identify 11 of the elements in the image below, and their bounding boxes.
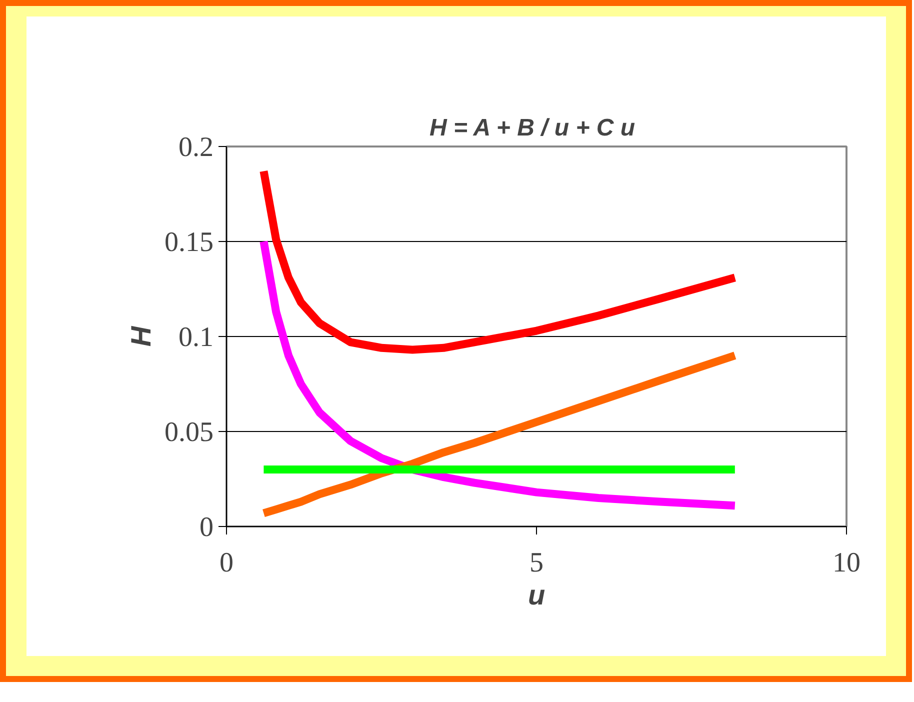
y-tick-label: 0.1: [178, 322, 214, 353]
y-tick-label: 0: [200, 512, 214, 543]
y-tick-label: 0.15: [164, 227, 214, 258]
y-tick-label: 0.2: [178, 132, 214, 163]
x-tick-label: 5: [530, 548, 544, 578]
chart-title: H = A + B / u + C u: [429, 114, 636, 142]
x-tick-label: 10: [832, 548, 860, 578]
x-tick-label: 0: [220, 548, 234, 578]
x-axis-title: u: [528, 580, 546, 610]
y-axis-title: H: [126, 326, 156, 347]
y-tick-label: 0.05: [164, 417, 214, 448]
